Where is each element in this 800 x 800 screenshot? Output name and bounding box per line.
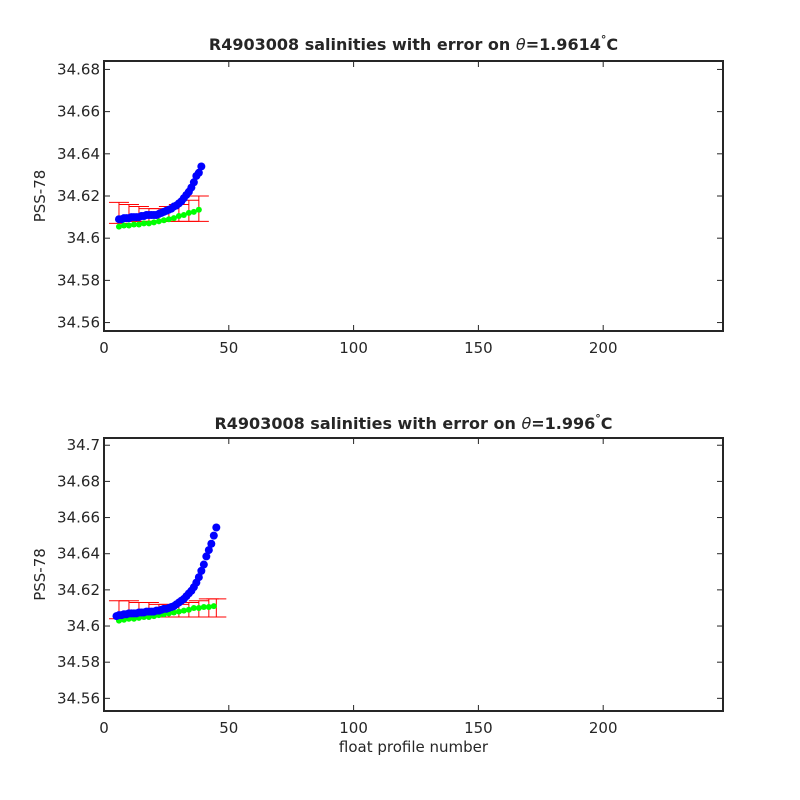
green-point — [190, 208, 197, 215]
green-point — [185, 209, 192, 216]
x-tick-label: 100 — [339, 339, 368, 357]
y-axis-label: PSS-78 — [31, 170, 49, 223]
chart-bottom: R4903008 salinities with error on θ=1.99… — [31, 412, 724, 756]
green-point — [195, 604, 202, 611]
green-point — [135, 221, 142, 228]
green-point — [125, 222, 132, 229]
green-point — [150, 219, 157, 226]
x-tick-label: 50 — [219, 719, 238, 737]
green-point — [170, 215, 177, 222]
green-point — [130, 221, 137, 228]
blue-point — [202, 552, 211, 561]
x-tick-label: 200 — [589, 719, 618, 737]
axes-box — [103, 437, 724, 712]
y-tick-label: 34.7 — [67, 436, 100, 454]
green-point — [205, 604, 212, 611]
x-tick-label: 0 — [99, 719, 109, 737]
y-tick-label: 34.68 — [57, 472, 100, 490]
title-symbol: θ — [516, 35, 526, 54]
title-value: =1.996 — [531, 414, 595, 433]
chart-top: R4903008 salinities with error on θ=1.96… — [31, 33, 724, 357]
blue-point — [199, 560, 208, 569]
y-tick-label: 34.58 — [57, 653, 100, 671]
y-tick-label: 34.56 — [57, 314, 100, 332]
title-prefix: R4903008 salinities with error on — [209, 35, 516, 54]
x-tick-label: 200 — [589, 339, 618, 357]
green-point — [115, 223, 122, 230]
blue-point — [194, 573, 203, 582]
x-tick-label: 0 — [99, 339, 109, 357]
x-tick-label: 100 — [339, 719, 368, 737]
green-point — [175, 608, 182, 615]
blue-point — [209, 531, 218, 540]
y-tick-label: 34.56 — [57, 689, 100, 707]
y-tick-label: 34.68 — [57, 60, 100, 78]
y-tick-label: 34.64 — [57, 545, 100, 563]
blue-point — [204, 546, 213, 555]
green-point — [120, 222, 127, 229]
blue-point — [197, 566, 206, 575]
y-tick-label: 34.66 — [57, 103, 100, 121]
x-tick-label: 150 — [464, 719, 493, 737]
y-tick-label: 34.62 — [57, 187, 100, 205]
title-prefix: R4903008 salinities with error on — [214, 414, 521, 433]
y-tick-label: 34.64 — [57, 145, 100, 163]
title-symbol: θ — [521, 414, 531, 433]
chart-title: R4903008 salinities with error on θ=1.99… — [214, 412, 612, 433]
green-point — [170, 609, 177, 616]
green-point — [190, 604, 197, 611]
green-point — [180, 607, 187, 614]
green-point — [195, 206, 202, 213]
green-point — [155, 218, 162, 225]
y-tick-label: 34.66 — [57, 509, 100, 527]
blue-point — [212, 523, 221, 532]
title-unit: C — [606, 35, 618, 54]
title-degree: ° — [595, 412, 601, 425]
title-value: =1.9614 — [526, 35, 601, 54]
y-tick-label: 34.6 — [67, 617, 100, 635]
green-point — [200, 604, 207, 611]
y-tick-label: 34.58 — [57, 271, 100, 289]
y-tick-label: 34.62 — [57, 581, 100, 599]
green-point — [145, 220, 152, 227]
title-unit: C — [601, 414, 613, 433]
blue-point — [194, 168, 203, 177]
blue-point — [189, 178, 198, 187]
chart-title: R4903008 salinities with error on θ=1.96… — [209, 33, 618, 54]
green-point — [160, 217, 167, 224]
green-point — [180, 211, 187, 218]
green-point — [185, 606, 192, 613]
blue-point — [207, 539, 216, 548]
green-point — [165, 216, 172, 223]
x-axis-label: float profile number — [339, 738, 489, 756]
green-point — [210, 603, 217, 610]
green-point — [175, 213, 182, 220]
green-point — [145, 613, 152, 620]
y-axis-label: PSS-78 — [31, 548, 49, 601]
x-tick-label: 50 — [219, 339, 238, 357]
green-point — [140, 220, 147, 227]
blue-point — [197, 162, 206, 171]
x-tick-label: 150 — [464, 339, 493, 357]
title-degree: ° — [601, 33, 607, 46]
y-tick-label: 34.6 — [67, 229, 100, 247]
green-point — [130, 615, 137, 622]
